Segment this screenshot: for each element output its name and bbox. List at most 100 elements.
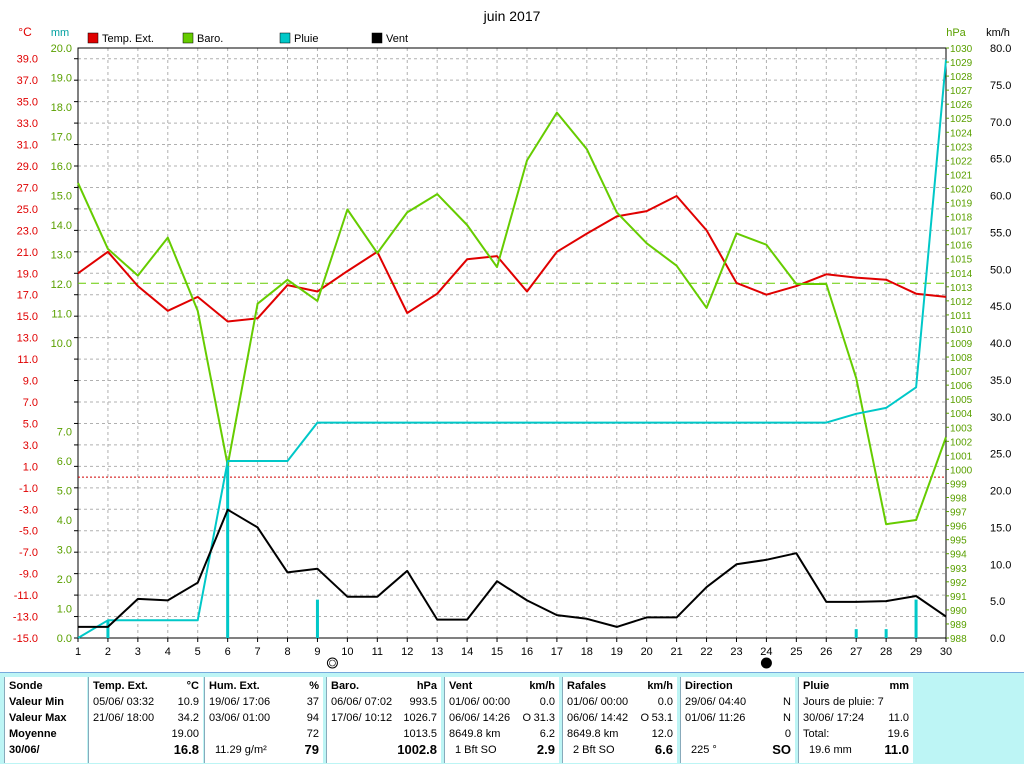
temp-tick-label: 17.0	[17, 290, 38, 302]
baro-min-date: 06/06/ 07:02	[331, 696, 393, 708]
gusts-beaufort: 2 Bft SO	[573, 744, 615, 756]
x-tick-label: 28	[880, 646, 892, 658]
humidity-column: Hum. Ext.% 19/06/ 17:06 37 03/06/ 01:00 94…	[204, 677, 323, 763]
rain-tick-label: 14.0	[51, 220, 72, 232]
baro-current: 1002.8	[397, 742, 437, 757]
baro-tick-label: 1003	[950, 423, 973, 434]
baro-tick-label: 1027	[950, 86, 973, 97]
new-moon-icon	[760, 657, 772, 669]
legend-label: Temp. Ext.	[102, 33, 154, 45]
temp-tick-label: 9.0	[23, 376, 38, 388]
gusts-column: Rafales km/h 01/06/ 00:00 0.0 06/06/ 14:42…	[562, 677, 677, 763]
rain-tick-label: 19.0	[51, 73, 72, 85]
baro-tick-label: 996	[950, 522, 967, 533]
baro-tick-label: 1024	[950, 128, 973, 139]
baro-tick-label: 1015	[950, 255, 973, 266]
wind-max-date: 06/06/ 14:26	[449, 712, 511, 724]
rain-tick-label: 1.0	[57, 604, 72, 616]
gusts-min-value: 0.0	[657, 696, 673, 708]
x-tick-label: 15	[491, 646, 503, 658]
temp-max-value: 34.2	[177, 712, 199, 724]
temp-tick-label: -5.0	[19, 526, 38, 538]
temp-tick-label: 37.0	[17, 75, 38, 87]
temp-tick-label: 31.0	[17, 140, 38, 152]
direction-current: SO	[772, 742, 791, 757]
x-tick-label: 5	[195, 646, 201, 658]
rain-bar	[914, 599, 918, 638]
baro-tick-label: 1002	[950, 437, 973, 448]
temp-tick-label: 5.0	[23, 418, 38, 430]
x-tick-label: 14	[461, 646, 473, 658]
rain-bar	[226, 461, 230, 638]
temp-tick-label: 29.0	[17, 161, 38, 173]
full-moon-icon-inner	[329, 659, 336, 667]
temp-tick-label: 25.0	[17, 204, 38, 216]
chart-grid	[77, 47, 947, 639]
baro-tick-label: 1000	[950, 465, 973, 476]
baro-tick-label: 1001	[950, 451, 973, 462]
baro-tick-label: 1016	[950, 241, 973, 252]
wind-max-value: 31.3	[533, 712, 555, 724]
full-moon-icon	[326, 657, 338, 669]
direction-degrees: 225 °	[691, 744, 717, 756]
series-line-wind	[78, 508, 947, 628]
temp-tick-label: -3.0	[19, 504, 38, 516]
rain-days: Jours de pluie: 7	[803, 696, 884, 708]
rain-unit: mm	[889, 680, 909, 692]
wind-average: 6.2	[539, 728, 555, 740]
humidity-current: 79	[304, 742, 319, 757]
x-tick-label: 17	[551, 646, 563, 658]
legend-label: Pluie	[294, 33, 318, 45]
temp-tick-label: 23.0	[17, 225, 38, 237]
rain-tick-label: 10.0	[51, 338, 72, 350]
baro-tick-label: 995	[950, 536, 967, 547]
gusts-max-direction: O	[640, 712, 649, 724]
baro-tick-label: 1019	[950, 199, 973, 210]
temp-tick-label: -15.0	[13, 633, 38, 645]
direction-min-date: 29/06/ 04:40	[685, 696, 747, 708]
x-tick-label: 18	[581, 646, 593, 658]
rain-axis-unit: mm	[51, 27, 69, 39]
wind-min-value: 0.0	[539, 696, 555, 708]
legend-label: Vent	[386, 33, 408, 45]
temp-min-date: 05/06/ 03:32	[93, 696, 155, 708]
wind-tick-label: 30.0	[990, 412, 1011, 424]
gusts-min-date: 01/06/ 00:00	[567, 696, 629, 708]
row-label-current: 30/06/	[9, 744, 40, 756]
rain-tick-label: 20.0	[51, 43, 72, 55]
temp-tick-label: 19.0	[17, 268, 38, 280]
baro-unit: hPa	[416, 680, 437, 692]
wind-tick-label: 50.0	[990, 264, 1011, 276]
gusts-current: 6.6	[654, 742, 673, 757]
rain-tick-label: 17.0	[51, 132, 72, 144]
legend-swatch	[87, 32, 99, 44]
x-tick-label: 1	[75, 646, 81, 658]
wind-title: Vent	[449, 680, 473, 692]
temp-tick-label: 3.0	[23, 440, 38, 452]
wind-tick-label: 15.0	[990, 522, 1011, 534]
temp-max-date: 21/06/ 18:00	[93, 712, 155, 724]
rain-tick-label: 18.0	[51, 102, 72, 114]
baro-tick-label: 992	[950, 578, 967, 589]
rain-tick-label: 15.0	[51, 191, 72, 203]
baro-tick-label: 1018	[950, 213, 973, 224]
wind-min-date: 01/06/ 00:00	[449, 696, 511, 708]
baro-tick-label: 989	[950, 620, 967, 631]
x-tick-label: 22	[700, 646, 712, 658]
chart-axes: -15.0 -13.0 -11.0 -9.0 -7.0 -5.0 -3.0 -1.0 1.0 3.…	[13, 25, 1012, 658]
baro-tick-label: 1012	[950, 297, 973, 308]
wind-distance: 8649.8 km	[449, 728, 501, 740]
humidity-average: 72	[306, 728, 319, 740]
baro-tick-label: 1007	[950, 367, 973, 378]
chart-title: juin 2017	[483, 8, 541, 24]
humidity-max-date: 03/06/ 01:00	[209, 712, 271, 724]
direction-column: Direction 29/06/ 04:40 N 01/06/ 11:26 N 0 …	[680, 677, 795, 763]
weather-chart: juin 2017 -15.0 -13.0 -11.0 -9.0 -7.0 -5.0 -3.…	[13, 8, 1012, 669]
humidity-title: Hum. Ext.	[209, 680, 260, 692]
wind-tick-label: 40.0	[990, 338, 1011, 350]
x-tick-label: 25	[790, 646, 802, 658]
temp-tick-label: -7.0	[19, 547, 38, 559]
row-label-max: Valeur Max	[9, 712, 67, 724]
chart-legend: Temp. Ext. Baro. Pluie Vent	[87, 32, 408, 45]
sonde-title: Sonde	[9, 680, 43, 692]
